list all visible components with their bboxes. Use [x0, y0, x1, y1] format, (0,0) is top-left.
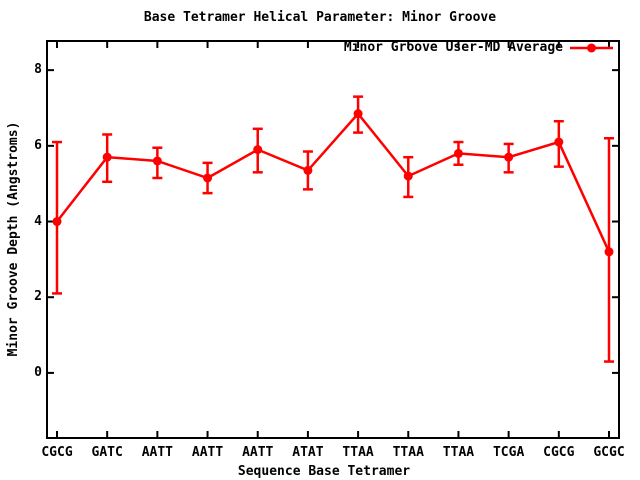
x-tick-label: GCGC	[593, 445, 625, 460]
data-point	[152, 156, 162, 166]
x-tick-label: TTAA	[442, 445, 475, 460]
data-point	[504, 152, 514, 162]
x-tick-label: AATT	[141, 445, 174, 460]
data-point	[203, 173, 213, 183]
x-tick-label: CGCG	[41, 445, 73, 460]
x-tick-label: TTAA	[392, 445, 424, 460]
y-tick-label: 4	[34, 213, 42, 229]
x-tick-label: TTAA	[342, 445, 374, 460]
chart-title: Base Tetramer Helical Parameter: Minor G…	[143, 10, 497, 25]
y-tick-label: 0	[34, 364, 42, 380]
x-tick-label: AATT	[242, 445, 274, 460]
y-tick-label: 8	[34, 62, 42, 78]
data-point	[604, 247, 614, 257]
plot-border	[46, 40, 620, 439]
x-tick-label: ATAT	[292, 445, 324, 460]
data-point	[353, 109, 363, 119]
data-point	[52, 217, 62, 227]
data-point	[403, 171, 413, 181]
y-tick-label: 6	[34, 137, 42, 153]
series-line	[56, 111, 611, 253]
x-tick-label: TCGA	[492, 445, 525, 460]
data-point	[102, 152, 112, 162]
y-tick-label: 2	[34, 289, 42, 305]
x-tick-label: CGCG	[543, 445, 575, 460]
x-tick-label: GATC	[91, 445, 123, 460]
data-point	[303, 165, 313, 175]
legend-marker-sample	[587, 43, 596, 53]
data-point	[453, 148, 463, 158]
data-point	[554, 137, 564, 147]
data-point	[253, 145, 263, 155]
x-tick-label: AATT	[191, 445, 224, 460]
x-axis-label: Sequence Base Tetramer	[237, 464, 411, 479]
